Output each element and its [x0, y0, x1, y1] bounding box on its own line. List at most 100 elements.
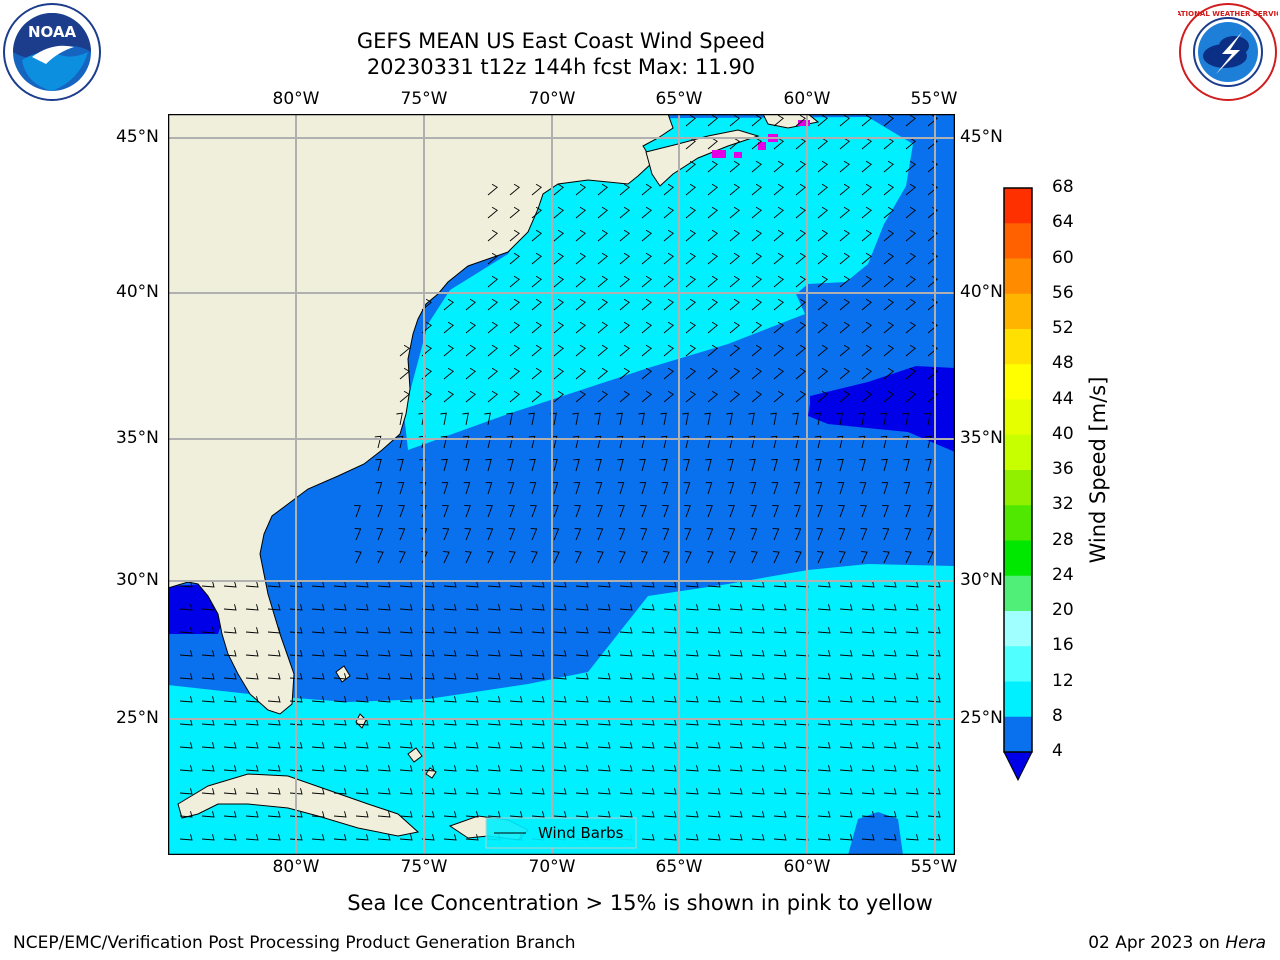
wind-barb	[354, 528, 362, 541]
wind-barb	[641, 788, 655, 795]
wind-barb	[619, 788, 633, 795]
lon-label-top-75w: 75°W	[400, 89, 448, 109]
wind-barb	[487, 604, 501, 611]
wind-speed-map[interactable]: Wind Barbs	[168, 114, 955, 855]
wind-barb	[484, 412, 491, 426]
lat-label-right-25n: 25°N	[960, 708, 1003, 728]
wind-barb	[223, 673, 237, 680]
wind-barb	[795, 229, 806, 242]
wind-barb	[707, 390, 718, 403]
wind-barb	[619, 298, 630, 311]
wind-band-8-12-north	[404, 117, 913, 450]
wind-barb	[927, 627, 941, 634]
wind-band-below-4	[808, 366, 955, 452]
wind-barb	[729, 788, 743, 795]
wind-barb	[377, 834, 391, 841]
lat-label-right-30n: 30°N	[960, 570, 1003, 590]
wind-barb	[442, 505, 449, 518]
wind-barb	[619, 604, 633, 611]
wind-barb	[817, 673, 831, 680]
wind-barb	[530, 528, 538, 541]
wind-barb	[858, 435, 866, 449]
wind-barb	[817, 604, 831, 611]
colorbar-tick-label: 32	[1052, 494, 1074, 515]
wind-barb	[771, 482, 779, 495]
map-legend: Wind Barbs	[485, 817, 637, 849]
wind-barb	[507, 482, 515, 495]
wind-barb	[663, 298, 674, 311]
wind-barb	[707, 765, 721, 772]
wind-barb	[795, 275, 806, 288]
wind-barb	[660, 435, 668, 449]
wind-barb	[861, 137, 872, 150]
wind-barb	[861, 811, 875, 818]
wind-barb	[861, 114, 872, 127]
wind-barb	[443, 551, 450, 564]
wind-barb	[575, 788, 589, 795]
wind-barb	[883, 834, 897, 841]
wind-barb	[531, 719, 545, 726]
wind-barb	[509, 627, 523, 634]
wind-barb	[223, 834, 237, 841]
wind-barb	[486, 528, 494, 541]
wind-barb	[333, 765, 347, 772]
wind-barb	[905, 742, 919, 749]
wind-barb	[201, 604, 215, 611]
wind-barb	[927, 765, 941, 772]
wind-barb	[839, 206, 850, 219]
wind-barb	[552, 528, 560, 541]
wind-barb	[817, 696, 831, 703]
wind-barb	[817, 298, 828, 311]
wind-barb	[641, 321, 652, 334]
wind-barb	[223, 742, 237, 749]
wind-barb	[597, 252, 608, 265]
wind-barb	[443, 834, 457, 841]
wind-barb	[684, 505, 691, 518]
wind-barb	[443, 811, 457, 818]
wind-barb	[728, 528, 736, 541]
wind-barb	[575, 811, 589, 818]
wind-barb	[685, 650, 699, 657]
wind-barb	[509, 390, 520, 403]
wind-barb	[817, 811, 831, 818]
wind-barb	[509, 788, 523, 795]
wind-barb	[575, 229, 586, 242]
colorbar-tick-label: 24	[1052, 564, 1074, 585]
wind-barb	[509, 650, 523, 657]
wind-barb	[905, 604, 919, 611]
wind-barb	[903, 458, 910, 472]
colorbar-tick-label: 60	[1052, 247, 1074, 268]
wind-barb	[773, 742, 787, 749]
wind-barb	[509, 604, 523, 611]
wind-barb	[883, 765, 897, 772]
wind-barb	[596, 528, 604, 541]
wind-barb	[553, 719, 567, 726]
wind-barb	[839, 114, 850, 127]
wind-barb	[685, 298, 696, 311]
wind-barb	[465, 627, 479, 634]
wind-barb	[795, 252, 806, 265]
wind-barb	[905, 719, 919, 726]
wind-barb	[685, 673, 699, 680]
wind-barb	[861, 742, 875, 749]
wind-barb	[860, 528, 868, 541]
wind-barb	[575, 344, 586, 357]
map-subtitle: 20230331 t12z 144h fcst Max: 11.90	[366, 55, 756, 79]
wind-barb	[883, 321, 894, 334]
wind-barb	[311, 696, 325, 703]
wind-barb	[839, 551, 846, 564]
colorbar-tick-label: 28	[1052, 529, 1074, 550]
wind-barb	[685, 719, 699, 726]
wind-barb	[619, 742, 633, 749]
wind-barb	[751, 229, 762, 242]
nws-logo-text: NATIONAL WEATHER SERVICE	[1178, 10, 1278, 18]
wind-barb	[201, 627, 215, 634]
wind-barb	[861, 367, 872, 380]
wind-barb	[245, 627, 259, 634]
wind-barb	[772, 505, 779, 518]
colorbar-tick-label: 64	[1052, 212, 1074, 233]
wind-barb	[619, 673, 633, 680]
wind-barb	[773, 367, 784, 380]
wind-barb	[773, 298, 784, 311]
land-cuba	[177, 773, 420, 837]
